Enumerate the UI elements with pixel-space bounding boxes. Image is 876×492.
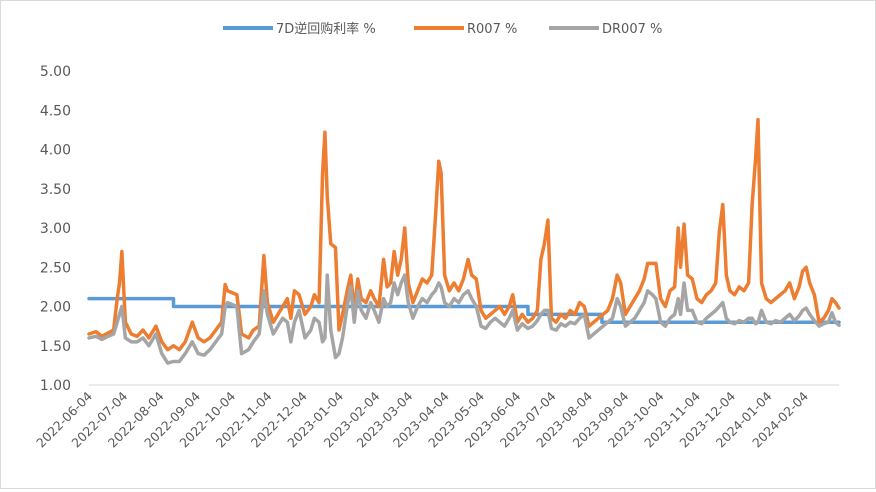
series-line-2 — [87, 273, 841, 365]
legend-label: R007 % — [467, 22, 517, 37]
y-tick-label: 4.50 — [40, 103, 71, 119]
series-line-0 — [87, 296, 841, 324]
y-tick-label: 2.00 — [40, 300, 71, 316]
y-tick-label: 2.50 — [40, 260, 71, 276]
series-layer — [87, 117, 841, 365]
y-tick-label: 3.00 — [40, 221, 71, 237]
legend-label: 7D逆回购利率 % — [276, 21, 376, 37]
y-tick-label: 3.50 — [40, 182, 71, 198]
x-axis: 2022-06-042022-07-042022-08-042022-09-04… — [33, 388, 811, 450]
y-tick-label: 5.00 — [40, 64, 71, 80]
legend: 7D逆回购利率 % R007 % DR007 % — [223, 21, 662, 37]
y-tick-label: 1.00 — [40, 378, 71, 394]
series-line-1 — [87, 117, 841, 352]
y-axis: 5.00 4.50 4.00 3.50 3.00 2.50 2.00 1.50 1.00 — [40, 64, 71, 394]
y-tick-label: 1.50 — [40, 339, 71, 355]
legend-label: DR007 % — [602, 22, 662, 37]
y-tick-label: 4.00 — [40, 143, 71, 159]
